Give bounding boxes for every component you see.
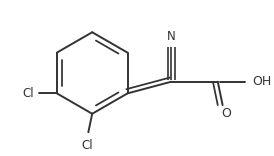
Text: Cl: Cl bbox=[82, 139, 93, 152]
Text: Cl: Cl bbox=[22, 87, 34, 100]
Text: OH: OH bbox=[253, 75, 272, 88]
Text: O: O bbox=[222, 107, 232, 120]
Text: N: N bbox=[167, 30, 176, 43]
